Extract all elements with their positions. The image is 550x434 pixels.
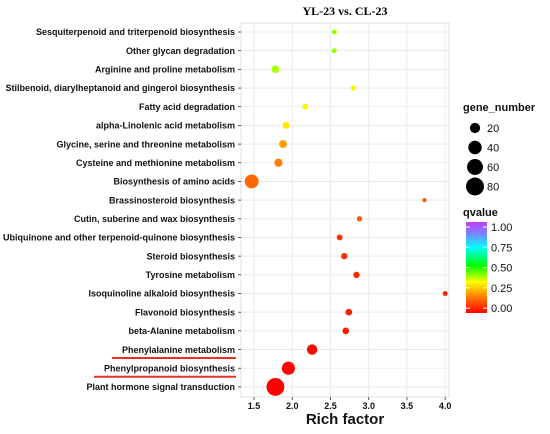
- size-legend-dot: [469, 122, 481, 134]
- bubble-glycine-serine-and-threonine-metabolism: [279, 140, 288, 149]
- bubble-plant-hormone-signal-transduction: [266, 377, 285, 396]
- pathway-label: Isoquinoline alkaloid biosynthesis: [88, 289, 235, 299]
- size-legend-dot: [467, 159, 483, 175]
- color-legend-label: 0.25: [491, 283, 512, 295]
- bubble-ubiquinone-and-other-terpenoid-quinone-biosynthesis: [336, 234, 343, 241]
- bubble-cutin-suberine-and-wax-biosynthesis: [356, 216, 363, 222]
- pathway-label: Ubiquinone and other terpenoid-quinone b…: [3, 233, 235, 243]
- pathway-label: alpha-Linolenic acid metabolism: [96, 121, 235, 131]
- x-axis-ticks: 1.5 2.0 2.5 3.0 3.5 4.0: [248, 397, 452, 411]
- bubble-flavonoid-biosynthesis: [345, 308, 353, 316]
- bubble-phenylpropanoid-biosynthesis: [281, 361, 295, 375]
- x-tick-label: 1.5: [248, 401, 261, 411]
- pathway-label: Steroid biosynthesis: [146, 251, 235, 261]
- chart-title: YL-23 vs. CL-23: [302, 4, 387, 18]
- bubble-beta-alanine-metabolism: [342, 327, 350, 335]
- pathway-label: Phenylalanine metabolism: [122, 345, 235, 355]
- x-tick-label: 3.5: [401, 401, 414, 411]
- bubble-brassinosteroid-biosynthesis: [422, 198, 427, 203]
- x-tick-label: 2.0: [286, 401, 299, 411]
- pathway-label: Sesquiterpenoid and triterpenoid biosynt…: [36, 27, 235, 37]
- x-axis-label: Rich factor: [306, 411, 385, 428]
- pathway-label: Glycine, serine and threonine metabolism: [56, 139, 235, 149]
- color-legend-label: 1.00: [491, 222, 512, 234]
- color-legend-label: 0.50: [491, 263, 512, 275]
- pathway-label: Arginine and proline metabolism: [95, 65, 235, 75]
- pathway-label: Cysteine and methionine metabolism: [76, 158, 235, 168]
- pathway-label: Biosynthesis of amino acids: [113, 177, 235, 187]
- bubble-other-glycan-degradation: [331, 48, 337, 54]
- bubble-stilbenoid-diarylheptanoid-and-gingerol-biosynthesis: [350, 85, 357, 91]
- size-legend-label: 40: [487, 143, 499, 155]
- bubble-points: [244, 29, 448, 396]
- color-legend: qvalue 1.00 0.75 0.50 0.25 0.00: [463, 207, 512, 315]
- pathway-label: Tyrosine metabolism: [146, 270, 235, 280]
- pathway-label: Brassinosteroid biosynthesis: [109, 195, 235, 205]
- pathway-label: Plant hormone signal transduction: [86, 382, 235, 392]
- x-tick-label: 2.5: [324, 401, 337, 411]
- size-legend-dot: [466, 177, 484, 196]
- size-legend-title: gene_number: [463, 102, 536, 114]
- bubble-biosynthesis-of-amino-acids: [244, 174, 259, 189]
- qvalue-colorbar: [466, 222, 487, 313]
- bubble-isoquinoline-alkaloid-biosynthesis: [442, 291, 448, 296]
- x-tick-label: 4.0: [439, 401, 452, 411]
- bubble-alpha-linolenic-acid-metabolism: [282, 121, 290, 129]
- bubble-arginine-and-proline-metabolism: [271, 65, 280, 74]
- bubble-tyrosine-metabolism: [353, 271, 360, 278]
- pathway-labels: Sesquiterpenoid and triterpenoid biosynt…: [3, 27, 235, 392]
- bubble-sesquiterpenoid-and-triterpenoid-biosynthesis: [331, 29, 337, 35]
- pathway-label: Other glycan degradation: [126, 46, 235, 56]
- size-legend-dot: [468, 140, 482, 155]
- pathway-label: Flavonoid biosynthesis: [135, 307, 235, 317]
- bubble-phenylalanine-metabolism: [306, 344, 318, 355]
- pathway-label: Cutin, suberine and wax biosynthesis: [74, 214, 235, 224]
- color-legend-label: 0.75: [491, 242, 512, 254]
- pathway-label: Fatty acid degradation: [139, 102, 235, 112]
- highlight-underlines: [93, 357, 236, 378]
- pathway-label: beta-Alanine metabolism: [128, 326, 235, 336]
- pathway-label: Stilbenoid, diarylheptanoid and gingerol…: [5, 83, 235, 93]
- bubble-fatty-acid-degradation: [302, 103, 309, 110]
- size-legend-label: 20: [487, 123, 499, 135]
- bubble-steroid-biosynthesis: [341, 253, 348, 260]
- color-legend-label: 0.00: [491, 303, 512, 315]
- size-legend: gene_number 20 40 60 80: [463, 102, 536, 196]
- bubble-cysteine-and-methionine-metabolism: [274, 158, 283, 167]
- size-legend-label: 60: [487, 162, 499, 174]
- color-legend-title: qvalue: [463, 207, 498, 219]
- size-legend-label: 80: [487, 182, 499, 194]
- pathway-label: Phenylpropanoid biosynthesis: [104, 363, 235, 373]
- plot-panel: [240, 22, 450, 398]
- x-tick-label: 3.0: [362, 401, 375, 411]
